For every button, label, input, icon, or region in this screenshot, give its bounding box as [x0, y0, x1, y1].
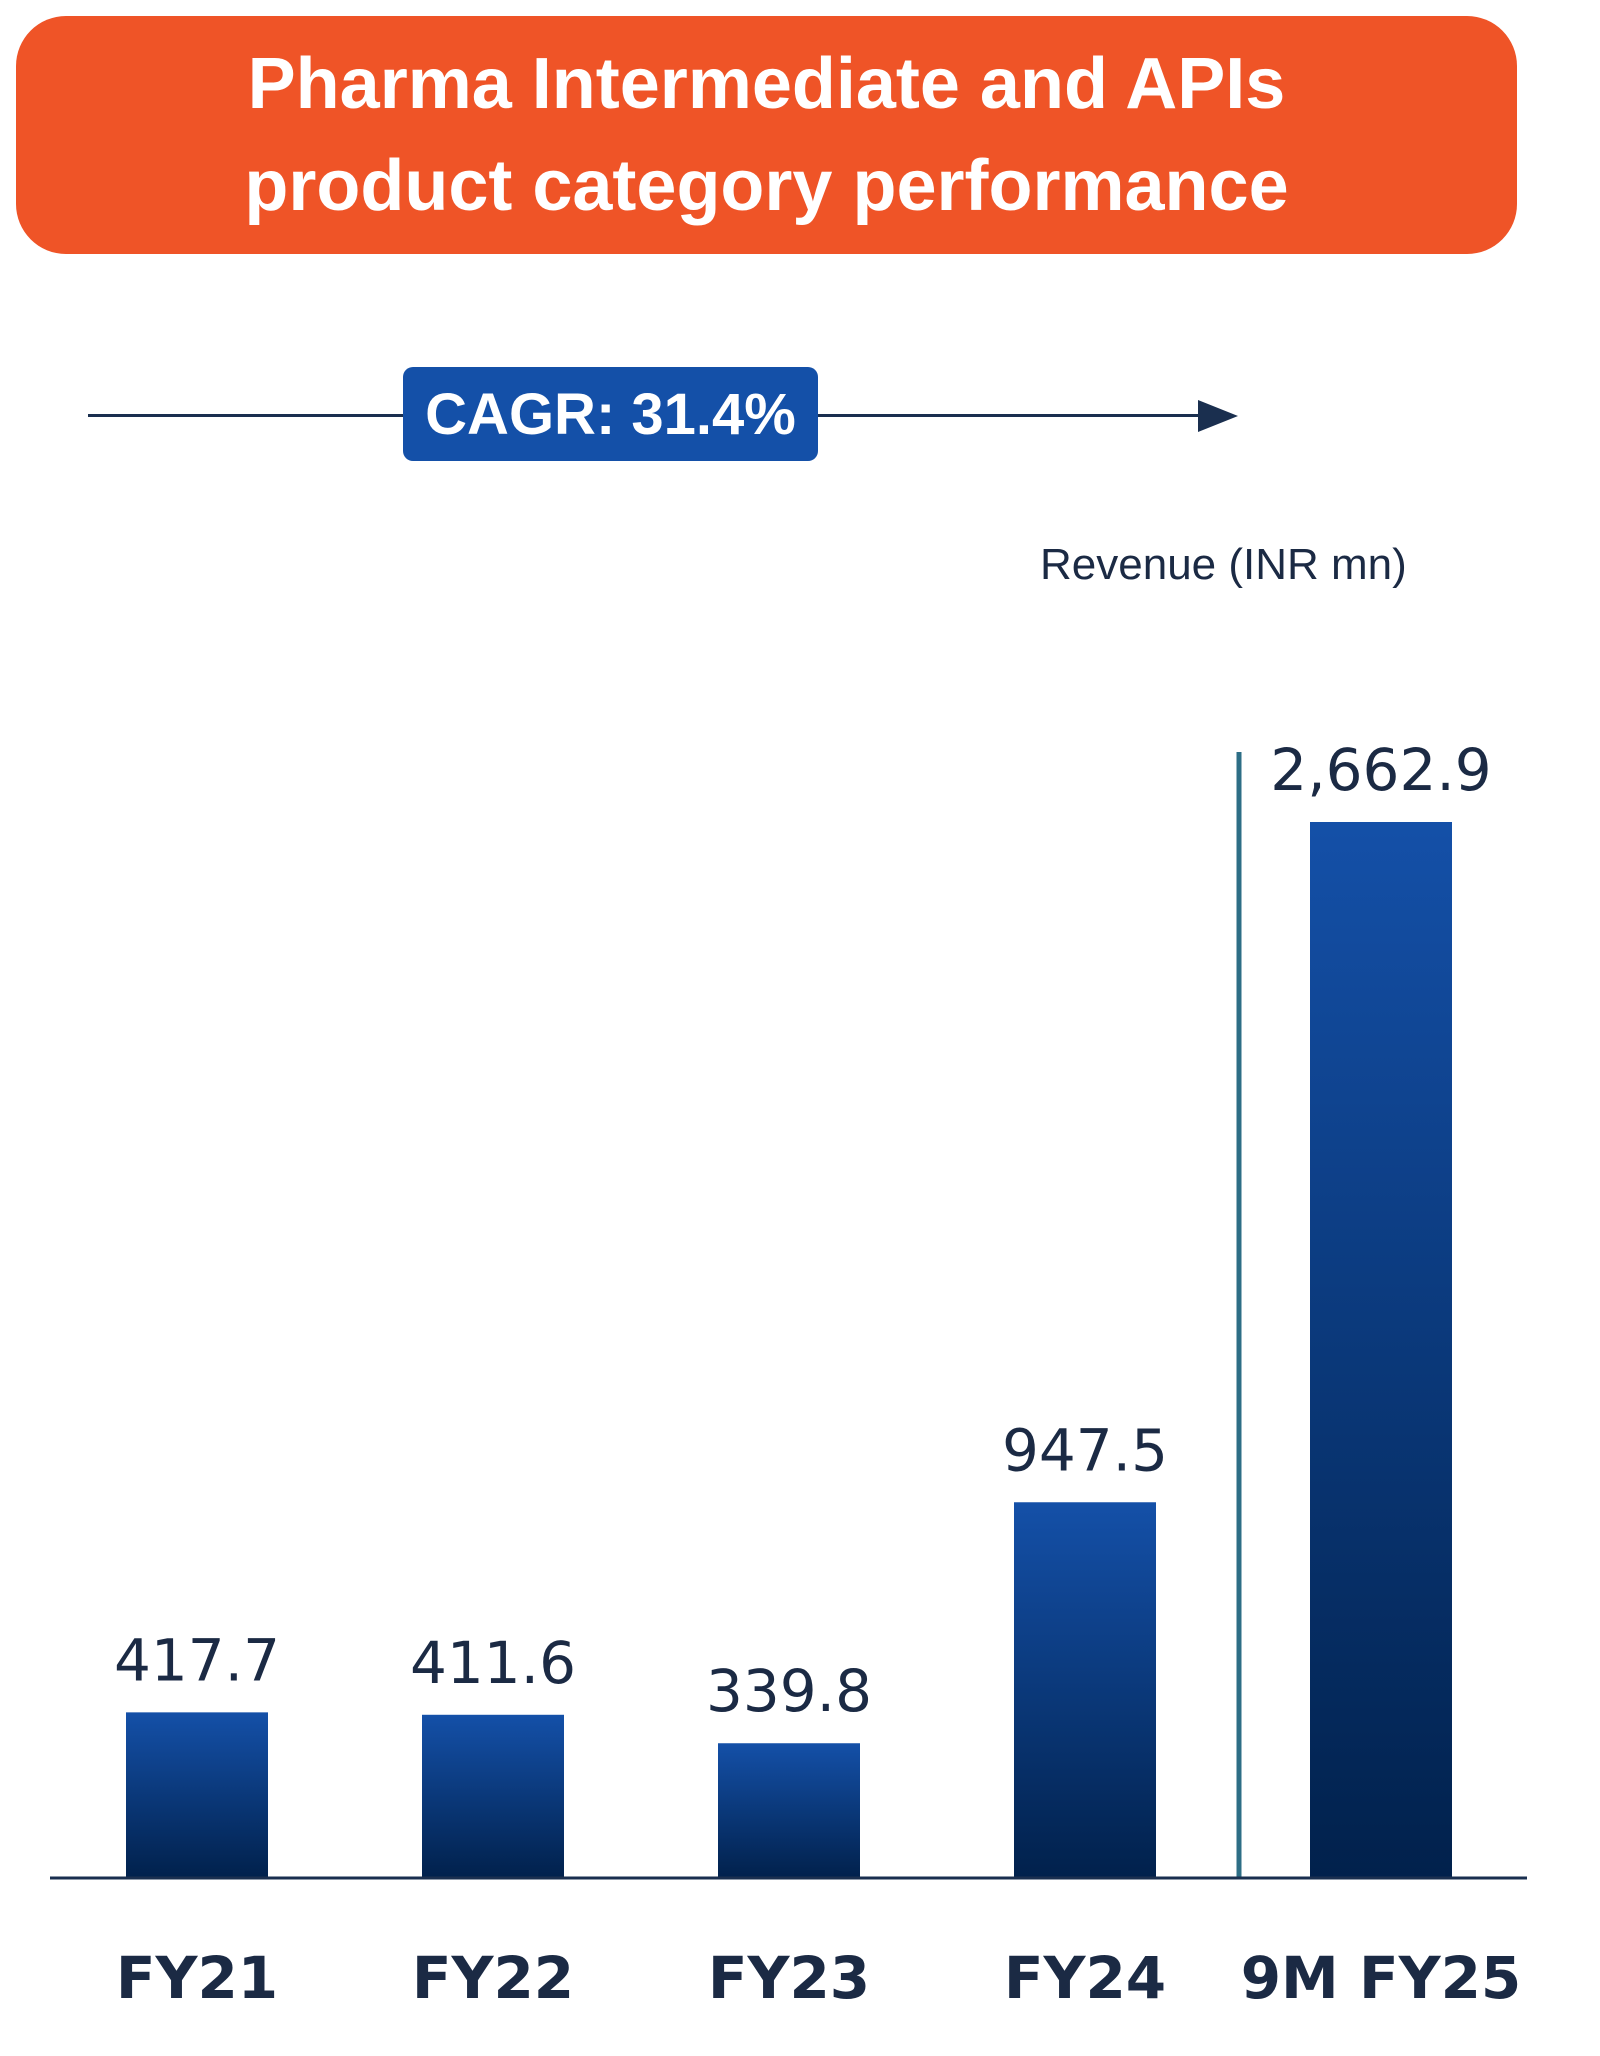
bar-fy21: [126, 1712, 268, 1878]
data-label: 2,662.9: [1270, 736, 1491, 804]
data-label: 417.7: [114, 1626, 280, 1694]
cagr-indicator: CAGR: 31.4%: [88, 365, 1238, 465]
bar-9m-fy25: [1310, 822, 1452, 1878]
data-label: 947.5: [1002, 1416, 1168, 1484]
x-tick-label: FY23: [708, 1944, 870, 2012]
bar-fy23: [718, 1743, 860, 1878]
arrow-right-icon: [1198, 400, 1238, 432]
chart-title-line-1: Pharma Intermediate and APIs: [247, 44, 1286, 124]
cagr-badge: CAGR: 31.4%: [403, 367, 818, 461]
x-tick-label: FY24: [1004, 1944, 1166, 2012]
x-tick-label: FY22: [412, 1944, 574, 2012]
data-label: 339.8: [706, 1657, 872, 1725]
bar-fy22: [422, 1714, 564, 1878]
x-tick-label: FY21: [116, 1944, 278, 2012]
bar-chart: 417.7 411.6 339.8 947.5 2,662.9 FY21 FY22 FY23…: [50, 736, 1527, 2012]
x-tick-label: 9M FY25: [1241, 1944, 1522, 2012]
data-label: 411.6: [410, 1629, 576, 1697]
chart-title-line-2: product category performance: [244, 146, 1289, 226]
unit-label: Revenue (INR mn): [1040, 540, 1407, 589]
title-banner: Pharma Intermediate and APIs product cat…: [16, 16, 1517, 254]
bar-fy24: [1014, 1502, 1156, 1878]
